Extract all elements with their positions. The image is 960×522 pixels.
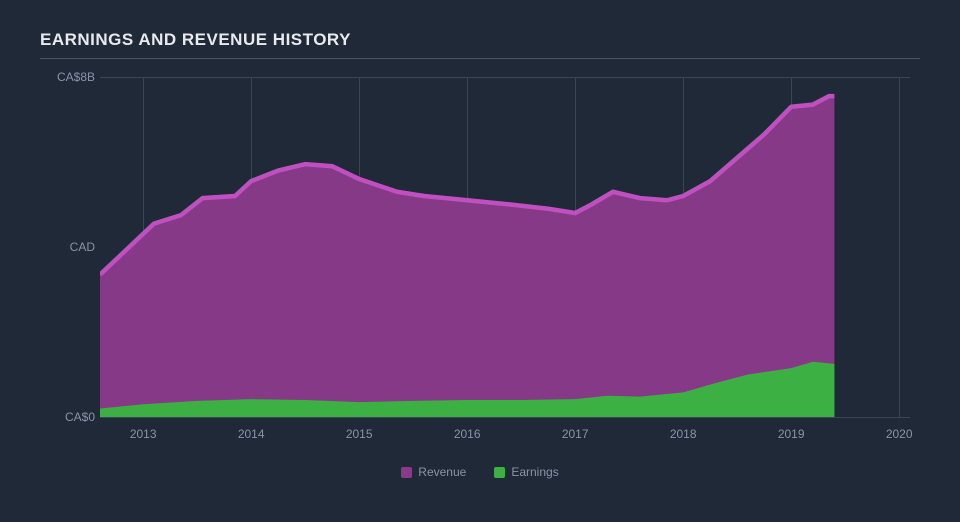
legend-label-earnings: Earnings: [511, 465, 558, 479]
x-axis: 2013 2014 2015 2016 2017 2018 2019 2020: [100, 423, 910, 453]
revenue-area: [100, 96, 834, 417]
title-divider: [40, 58, 920, 59]
x-tick: 2019: [778, 427, 805, 441]
x-tick: 2014: [238, 427, 265, 441]
legend-label-revenue: Revenue: [418, 465, 466, 479]
y-axis: CA$8B CAD CA$0: [40, 77, 95, 417]
grid-h-bottom: [100, 417, 910, 418]
x-tick: 2018: [670, 427, 697, 441]
legend-swatch-revenue: [401, 467, 412, 478]
x-tick: 2017: [562, 427, 589, 441]
y-tick-bottom: CA$0: [65, 410, 95, 424]
plot-area: CA$8B CAD CA$0: [100, 77, 910, 417]
chart-title: EARNINGS AND REVENUE HISTORY: [40, 30, 920, 50]
y-axis-label: CAD: [70, 240, 95, 254]
area-chart-svg: [100, 77, 910, 417]
legend-swatch-earnings: [494, 467, 505, 478]
chart-container: EARNINGS AND REVENUE HISTORY CA$8B CAD C…: [0, 0, 960, 522]
x-tick: 2016: [454, 427, 481, 441]
legend: Revenue Earnings: [40, 465, 920, 479]
y-tick-top: CA$8B: [57, 70, 95, 84]
x-tick: 2013: [130, 427, 157, 441]
x-tick: 2015: [346, 427, 373, 441]
x-tick: 2020: [886, 427, 913, 441]
legend-item-earnings: Earnings: [494, 465, 558, 479]
legend-item-revenue: Revenue: [401, 465, 466, 479]
